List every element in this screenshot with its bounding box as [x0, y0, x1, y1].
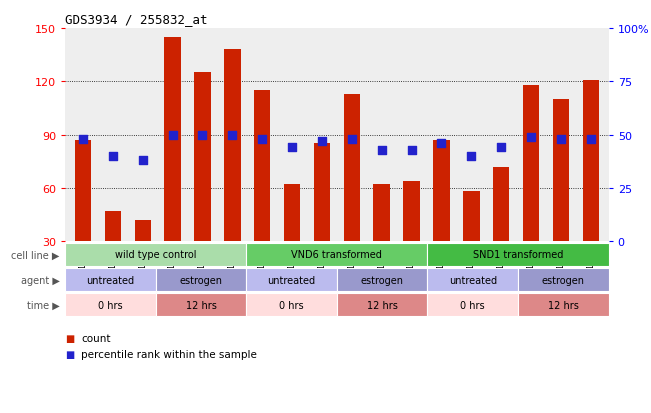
Text: estrogen: estrogen	[361, 275, 404, 285]
Bar	[428, 294, 518, 317]
Point	[556, 136, 566, 143]
Text: untreated: untreated	[268, 275, 316, 285]
Text: VND6 transformed: VND6 transformed	[292, 250, 382, 260]
Text: 0 hrs: 0 hrs	[279, 300, 304, 310]
Point	[257, 136, 268, 143]
Point	[78, 136, 89, 143]
Text: ■: ■	[65, 349, 74, 359]
Bar	[523, 85, 539, 295]
Bar	[337, 294, 428, 317]
Point	[287, 145, 298, 151]
Bar	[583, 80, 599, 295]
Bar	[374, 185, 390, 295]
Text: estrogen: estrogen	[180, 275, 223, 285]
Point	[436, 140, 447, 147]
Point	[496, 145, 506, 151]
Point	[526, 134, 536, 141]
Bar	[65, 268, 156, 292]
Bar	[404, 181, 420, 295]
Point	[585, 136, 596, 143]
Bar	[518, 268, 609, 292]
Bar	[344, 95, 360, 295]
Text: 12 hrs: 12 hrs	[186, 300, 216, 310]
Text: untreated: untreated	[87, 275, 135, 285]
Bar	[156, 268, 246, 292]
Point	[406, 147, 417, 154]
Point	[376, 147, 387, 154]
Text: GDS3934 / 255832_at: GDS3934 / 255832_at	[65, 13, 208, 26]
Point	[317, 138, 327, 145]
Bar	[337, 268, 428, 292]
Point	[167, 132, 178, 138]
Bar	[254, 91, 270, 295]
Bar	[156, 294, 246, 317]
Point	[197, 132, 208, 138]
Bar	[314, 144, 330, 295]
Text: count: count	[81, 333, 111, 343]
Text: untreated: untreated	[449, 275, 497, 285]
Bar	[224, 50, 241, 295]
Bar	[433, 140, 450, 295]
Bar	[165, 38, 181, 295]
Bar	[428, 268, 518, 292]
Bar	[428, 243, 609, 266]
Bar	[284, 185, 300, 295]
Text: estrogen: estrogen	[542, 275, 585, 285]
Bar	[553, 100, 569, 295]
Text: 0 hrs: 0 hrs	[460, 300, 485, 310]
Text: 0 hrs: 0 hrs	[98, 300, 122, 310]
Bar	[65, 294, 156, 317]
Point	[466, 153, 477, 160]
Bar	[135, 221, 151, 295]
Text: agent ▶: agent ▶	[21, 275, 60, 285]
Text: percentile rank within the sample: percentile rank within the sample	[81, 349, 257, 359]
Bar	[75, 140, 91, 295]
Text: 12 hrs: 12 hrs	[548, 300, 579, 310]
Bar	[194, 73, 211, 295]
Bar	[246, 268, 337, 292]
Point	[227, 132, 238, 138]
Point	[346, 136, 357, 143]
Bar	[65, 243, 246, 266]
Point	[137, 157, 148, 164]
Text: time ▶: time ▶	[27, 300, 60, 310]
Bar	[518, 294, 609, 317]
Bar	[493, 167, 509, 295]
Point	[107, 153, 118, 160]
Text: cell line ▶: cell line ▶	[11, 250, 60, 260]
Text: SND1 transformed: SND1 transformed	[473, 250, 563, 260]
Bar	[246, 243, 428, 266]
Text: wild type control: wild type control	[115, 250, 197, 260]
Text: 12 hrs: 12 hrs	[367, 300, 398, 310]
Bar	[463, 192, 480, 295]
Bar	[105, 211, 121, 295]
Bar	[246, 294, 337, 317]
Text: ■: ■	[65, 333, 74, 343]
